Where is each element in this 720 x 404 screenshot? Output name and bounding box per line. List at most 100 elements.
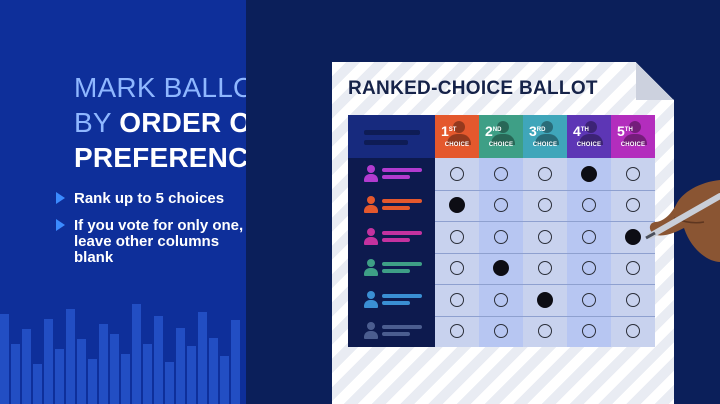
headline-line-3: PREFERENCE — [74, 142, 246, 173]
empty-bubble[interactable] — [450, 166, 464, 181]
empty-bubble[interactable] — [538, 229, 552, 244]
person-icon — [364, 322, 378, 340]
decorative-bar — [209, 338, 218, 404]
empty-bubble[interactable] — [626, 198, 640, 213]
decorative-bar — [165, 362, 174, 404]
candidate-row-label — [364, 259, 430, 279]
row-divider — [435, 221, 655, 222]
empty-bubble[interactable] — [582, 229, 596, 244]
candidate-header — [348, 115, 435, 158]
headline-line-2-bold: ORDER OF — [119, 107, 246, 138]
decorative-bar — [33, 364, 42, 404]
empty-bubble[interactable] — [450, 292, 464, 307]
decorative-bar — [11, 344, 20, 404]
candidate-row-label — [364, 290, 430, 311]
choice-label: CHOICE — [620, 142, 646, 148]
decorative-bar — [176, 328, 185, 404]
choice-number: 3RD — [529, 123, 546, 139]
headline-line-2-light: BY — [74, 107, 120, 138]
choice-number: 4TH — [573, 123, 589, 139]
bullet-text: If you vote for only one, leave other co… — [74, 217, 244, 266]
empty-bubble[interactable] — [626, 166, 640, 181]
person-icon — [579, 121, 603, 147]
empty-bubble[interactable] — [582, 261, 596, 276]
empty-bubble[interactable] — [450, 229, 464, 244]
decorative-bar — [22, 329, 31, 404]
candidate-row-label — [364, 196, 430, 216]
bullet-text: Rank up to 5 choices — [74, 190, 225, 207]
row-divider — [435, 252, 655, 254]
choice-number: 2ND — [485, 123, 502, 139]
empty-bubble[interactable] — [494, 229, 508, 244]
person-icon — [623, 121, 647, 147]
empty-bubble[interactable] — [538, 198, 552, 213]
empty-bubble[interactable] — [538, 324, 552, 339]
filled-bubble[interactable] — [581, 165, 597, 182]
header-line — [364, 140, 408, 145]
filled-bubble[interactable] — [537, 291, 553, 308]
empty-bubble[interactable] — [582, 198, 596, 213]
decorative-bar — [88, 359, 97, 404]
empty-bubble[interactable] — [626, 261, 640, 276]
ballot-title: RANKED-CHOICE BALLOT — [348, 78, 598, 99]
decorative-bar — [66, 309, 75, 404]
decorative-bar — [132, 304, 141, 404]
choice-header-5: 5TH CHOICE — [611, 115, 655, 158]
choice-label: CHOICE — [488, 142, 514, 148]
empty-bubble[interactable] — [538, 261, 552, 276]
decorative-bar — [77, 339, 86, 404]
decorative-bar — [44, 319, 53, 404]
decorative-bar — [0, 314, 9, 404]
filled-bubble[interactable] — [449, 197, 465, 214]
decorative-bar — [121, 354, 130, 404]
candidate-column — [348, 158, 435, 347]
row-divider — [435, 189, 655, 191]
empty-bubble[interactable] — [626, 324, 640, 339]
person-icon — [364, 259, 378, 277]
choice-header-1: 1ST CHOICE — [435, 115, 479, 158]
person-icon — [491, 121, 515, 147]
decorative-bar — [220, 356, 229, 404]
row-divider — [435, 284, 655, 285]
decorative-bars — [0, 294, 246, 404]
decorative-bar — [231, 320, 240, 404]
choice-header-3: 3RD CHOICE — [523, 115, 567, 158]
empty-bubble[interactable] — [582, 292, 596, 307]
person-icon — [364, 290, 378, 309]
decorative-bar — [55, 349, 64, 404]
person-icon — [364, 196, 378, 214]
empty-bubble[interactable] — [538, 166, 552, 181]
empty-bubble[interactable] — [626, 292, 640, 307]
filled-bubble[interactable] — [625, 228, 641, 245]
person-icon — [535, 121, 559, 147]
choice-label: CHOICE — [532, 142, 558, 148]
arrow-icon — [56, 219, 65, 231]
arrow-icon — [56, 192, 65, 204]
filled-bubble[interactable] — [493, 260, 509, 277]
choice-label: CHOICE — [576, 142, 602, 148]
decorative-bar — [187, 346, 196, 404]
pen-tip — [645, 231, 656, 240]
empty-bubble[interactable] — [450, 324, 464, 339]
empty-bubble[interactable] — [582, 324, 596, 339]
empty-bubble[interactable] — [494, 198, 508, 213]
choice-label: CHOICE — [444, 142, 470, 148]
candidate-row-label — [364, 227, 430, 248]
empty-bubble[interactable] — [494, 292, 508, 307]
empty-bubble[interactable] — [450, 261, 464, 276]
decorative-bar — [154, 316, 163, 404]
pen — [647, 193, 720, 239]
person-icon — [364, 227, 378, 246]
candidate-row-label — [364, 322, 430, 342]
decorative-bar — [110, 334, 119, 404]
choice-header-2: 2ND CHOICE — [479, 115, 523, 158]
row-divider — [435, 315, 655, 317]
empty-bubble[interactable] — [494, 324, 508, 339]
candidate-row-label — [364, 164, 430, 185]
choice-number: 1ST — [441, 123, 457, 139]
decorative-bar — [143, 344, 152, 404]
info-panel: MARK BALLOT BY ORDER OF PREFERENCE Rank … — [0, 0, 246, 404]
person-icon — [364, 164, 378, 183]
empty-bubble[interactable] — [494, 166, 508, 181]
